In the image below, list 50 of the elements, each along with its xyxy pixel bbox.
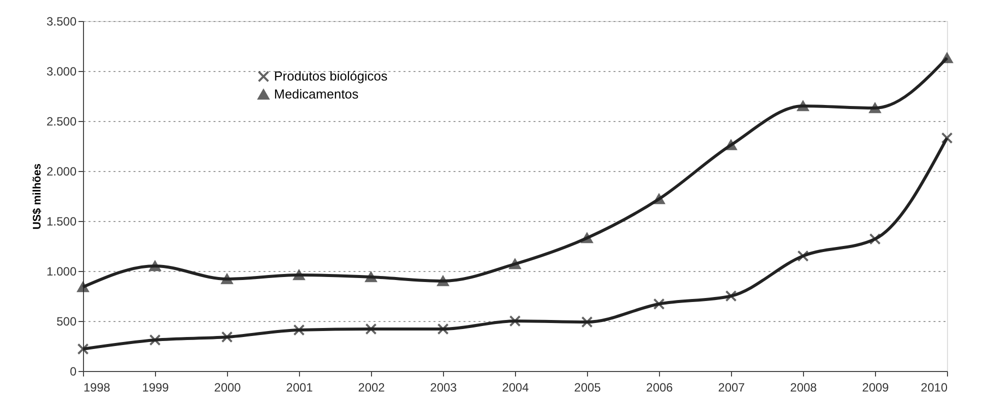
x-tick-label: 2001 xyxy=(286,380,314,394)
y-axis-title: US$ milhões xyxy=(31,163,44,230)
y-tick-label: 2.000 xyxy=(46,164,77,178)
y-tick-label: 3.500 xyxy=(46,14,77,28)
point xyxy=(221,274,233,284)
point xyxy=(941,132,953,144)
point xyxy=(941,52,953,64)
legend-label: Medicamentos xyxy=(274,86,360,102)
point xyxy=(581,316,593,328)
x-tick-label: 1999 xyxy=(142,380,170,394)
x-tick-label: 2005 xyxy=(574,380,602,394)
x-tick-label: 2007 xyxy=(718,380,746,394)
y-tick-label: 0 xyxy=(70,364,77,378)
point xyxy=(293,270,305,280)
point xyxy=(149,334,161,346)
point xyxy=(437,323,449,335)
point xyxy=(869,233,881,245)
point xyxy=(149,260,161,272)
point xyxy=(869,102,881,114)
x-tick-label: 2003 xyxy=(430,380,458,394)
y-tick-label: 2.500 xyxy=(46,114,77,128)
point xyxy=(653,298,665,310)
x-tick-label: 2009 xyxy=(862,380,890,394)
point xyxy=(77,343,89,355)
point xyxy=(725,140,737,150)
point xyxy=(365,272,377,282)
x-tick-label: 2006 xyxy=(646,380,674,394)
point xyxy=(797,250,809,262)
point xyxy=(365,323,377,335)
point xyxy=(77,282,89,292)
point xyxy=(509,315,521,327)
x-tick-label: 2000 xyxy=(214,380,242,394)
point xyxy=(581,232,593,244)
point xyxy=(221,331,233,343)
x-tick-label: 2010 xyxy=(920,380,948,394)
point xyxy=(653,194,665,204)
x-tick-label: 1998 xyxy=(84,380,111,394)
x-tick-label: 2002 xyxy=(358,380,386,394)
point xyxy=(725,290,737,302)
y-tick-label: 1.000 xyxy=(46,264,77,278)
point xyxy=(797,100,809,112)
y-tick-label: 500 xyxy=(56,314,77,328)
point xyxy=(293,324,305,336)
y-tick-label: 1.500 xyxy=(46,214,77,228)
legend-label: Produtos biológicos xyxy=(274,68,388,84)
y-tick-label: 3.000 xyxy=(46,64,77,78)
x-tick-label: 2008 xyxy=(790,380,818,394)
point xyxy=(437,276,449,286)
x-tick-label: 2004 xyxy=(502,380,530,394)
point xyxy=(509,258,521,270)
